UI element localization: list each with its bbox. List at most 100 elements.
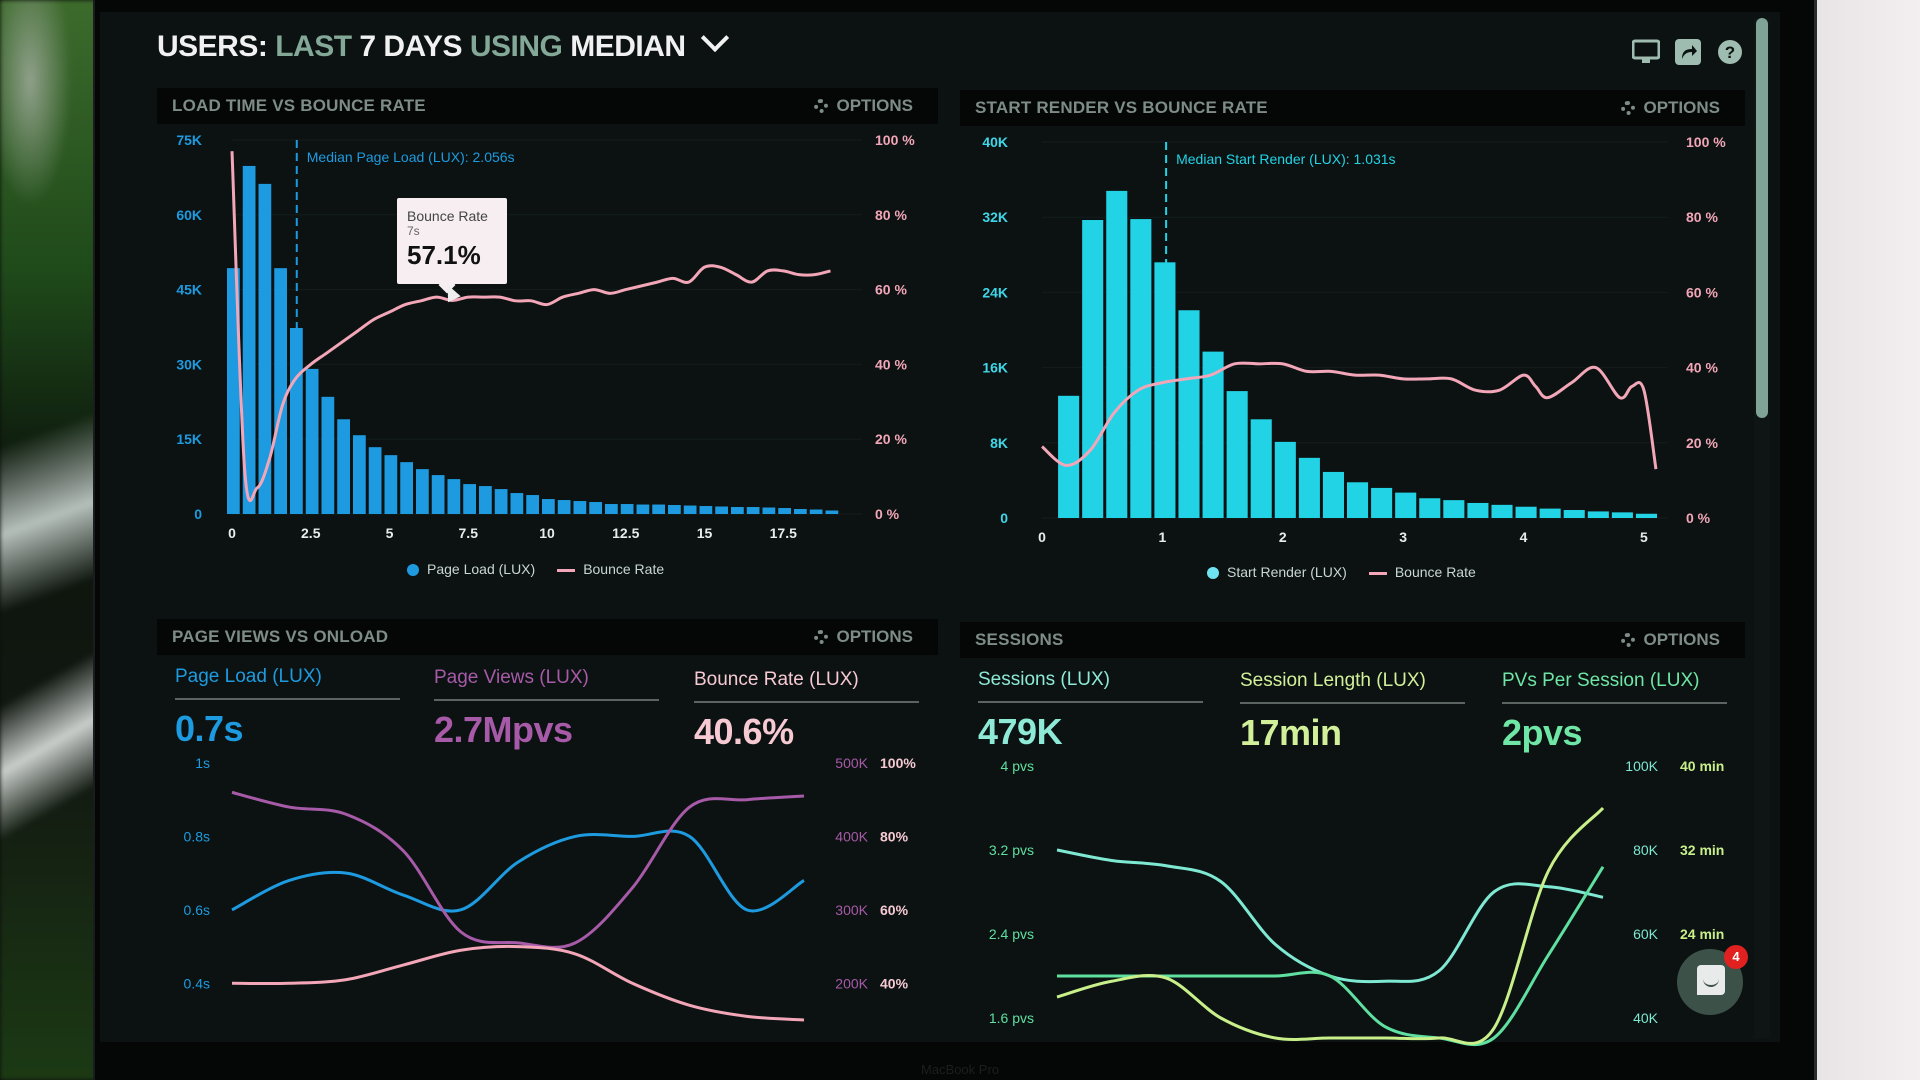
- y-right-tick-label: 0 %: [1686, 510, 1711, 526]
- options-button[interactable]: OPTIONS: [1621, 630, 1720, 650]
- start-render-legend: Start Render (LUX) Bounce Rate: [1207, 564, 1476, 580]
- options-label: OPTIONS: [836, 627, 913, 646]
- histogram-bar: [1106, 190, 1128, 518]
- panel-header: SESSIONS OPTIONS: [960, 622, 1745, 658]
- gear-icon: [814, 99, 829, 113]
- y-left-tick-label: 16K: [982, 360, 1008, 376]
- panel-start-render: START RENDER VS BOUNCE RATE OPTIONS: [960, 90, 1745, 590]
- y-left-tick-label: 15K: [176, 431, 202, 447]
- y-right-tick-label: 500K: [835, 755, 868, 771]
- histogram-bar: [353, 435, 366, 514]
- x-tick-label: 2: [1279, 529, 1287, 545]
- histogram-bar: [809, 509, 823, 514]
- histogram-bar: [573, 501, 587, 514]
- kpi-session-length: Session Length (LUX) 17min: [1240, 670, 1465, 754]
- title-using: USING: [469, 30, 563, 63]
- histogram-bar: [620, 504, 634, 514]
- histogram-bar: [1443, 500, 1465, 518]
- options-button[interactable]: OPTIONS: [1621, 98, 1720, 118]
- y-left-tick-label: 75K: [176, 132, 202, 148]
- histogram-bar: [368, 447, 382, 514]
- x-tick-label: 12.5: [612, 525, 639, 541]
- y-right-tick-label: 100 %: [1686, 134, 1726, 150]
- notification-badge: 4: [1724, 945, 1748, 969]
- histogram-bar: [557, 500, 571, 514]
- scrollbar-thumb[interactable]: [1756, 18, 1768, 418]
- histogram-bar: [715, 506, 728, 514]
- histogram-bar: [1250, 419, 1272, 518]
- y-left-tick-label: 32K: [982, 209, 1008, 225]
- kpi-label: Page Load (LUX): [175, 666, 400, 700]
- histogram-bar: [825, 510, 839, 514]
- y-left-tick-label: 0.4s: [184, 975, 210, 991]
- histogram-bar: [652, 504, 665, 514]
- y-right2-tick-label: 80%: [880, 828, 909, 844]
- tooltip-x: 7s: [407, 224, 420, 238]
- histogram-bar: [1322, 471, 1344, 518]
- y-right2-tick-label: 40%: [880, 975, 909, 991]
- gear-icon: [1621, 633, 1636, 647]
- histogram-bar: [1467, 502, 1489, 518]
- legend-item-start-render[interactable]: Start Render (LUX): [1207, 564, 1347, 580]
- histogram-bar: [1226, 391, 1248, 518]
- background-plant: [0, 0, 100, 1080]
- histogram-bar: [746, 507, 760, 514]
- y-right-tick-label: 60 %: [875, 282, 907, 298]
- y-right-tick-label: 80 %: [1686, 209, 1718, 225]
- monitor-icon[interactable]: [1632, 38, 1660, 66]
- kpi-value: 0.7s: [175, 708, 244, 749]
- gear-icon: [1621, 101, 1636, 115]
- histogram-bar: [1563, 510, 1585, 518]
- histogram-bar: [400, 462, 413, 514]
- histogram-bar: [337, 419, 350, 514]
- kpi-page-views: Page Views (LUX) 2.7Mpvs: [434, 667, 659, 751]
- kpi-value: 40.6%: [694, 711, 794, 752]
- y-right-tick-label: 40K: [1633, 1010, 1659, 1026]
- histogram-bar: [1274, 441, 1296, 518]
- options-button[interactable]: OPTIONS: [814, 627, 913, 647]
- panel-title: PAGE VIEWS VS ONLOAD: [172, 627, 389, 646]
- options-label: OPTIONS: [836, 96, 913, 115]
- share-icon[interactable]: [1674, 38, 1702, 66]
- histogram-bar: [794, 509, 807, 514]
- options-label: OPTIONS: [1643, 630, 1720, 649]
- y-left-tick-label: 2.4 pvs: [989, 926, 1034, 942]
- histogram-bar: [1154, 262, 1176, 518]
- histogram-bar: [1395, 492, 1417, 518]
- histogram-bar: [762, 507, 776, 514]
- legend-dot-icon: [407, 564, 419, 577]
- histogram-bar: [431, 475, 445, 514]
- legend-label: Page Load (LUX): [427, 561, 536, 577]
- x-tick-label: 0: [1038, 529, 1046, 545]
- panel-header: PAGE VIEWS VS ONLOAD OPTIONS: [157, 619, 938, 655]
- legend-item-page-load[interactable]: Page Load (LUX): [407, 561, 535, 577]
- histogram-bar: [589, 502, 602, 514]
- histogram-bar: [731, 507, 744, 514]
- histogram-bar: [1082, 220, 1104, 518]
- panel-title: SESSIONS: [975, 630, 1064, 649]
- legend-label: Bounce Rate: [1394, 564, 1476, 580]
- x-tick-label: 4: [1520, 529, 1528, 545]
- panel-page-views: PAGE VIEWS VS ONLOAD OPTIONS: [157, 619, 938, 1039]
- page-title[interactable]: USERS: LAST 7 DAYS USING MEDIAN: [157, 23, 730, 64]
- legend-item-bounce-rate[interactable]: Bounce Rate: [1368, 564, 1476, 580]
- y-right-tick-label: 200K: [835, 975, 868, 991]
- y-right2-tick-label: 32 min: [1680, 842, 1724, 858]
- y-right-tick-label: 80 %: [875, 207, 907, 223]
- histogram-bar: [699, 506, 713, 514]
- y-left-tick-label: 1.6 pvs: [989, 1010, 1034, 1026]
- options-button[interactable]: OPTIONS: [814, 96, 913, 116]
- y-right2-tick-label: 40 min: [1680, 758, 1724, 774]
- chat-widget-button[interactable]: [1677, 949, 1743, 1015]
- help-icon[interactable]: ?: [1716, 38, 1744, 66]
- kpi-value: 2.7Mpvs: [434, 709, 573, 750]
- legend-item-bounce-rate[interactable]: Bounce Rate: [557, 561, 664, 577]
- panel-sessions: SESSIONS OPTIONS: [960, 622, 1745, 1042]
- x-tick-label: 10: [539, 525, 555, 541]
- histogram-bar: [321, 396, 335, 514]
- x-tick-label: 7.5: [459, 525, 479, 541]
- x-tick-label: 17.5: [770, 525, 797, 541]
